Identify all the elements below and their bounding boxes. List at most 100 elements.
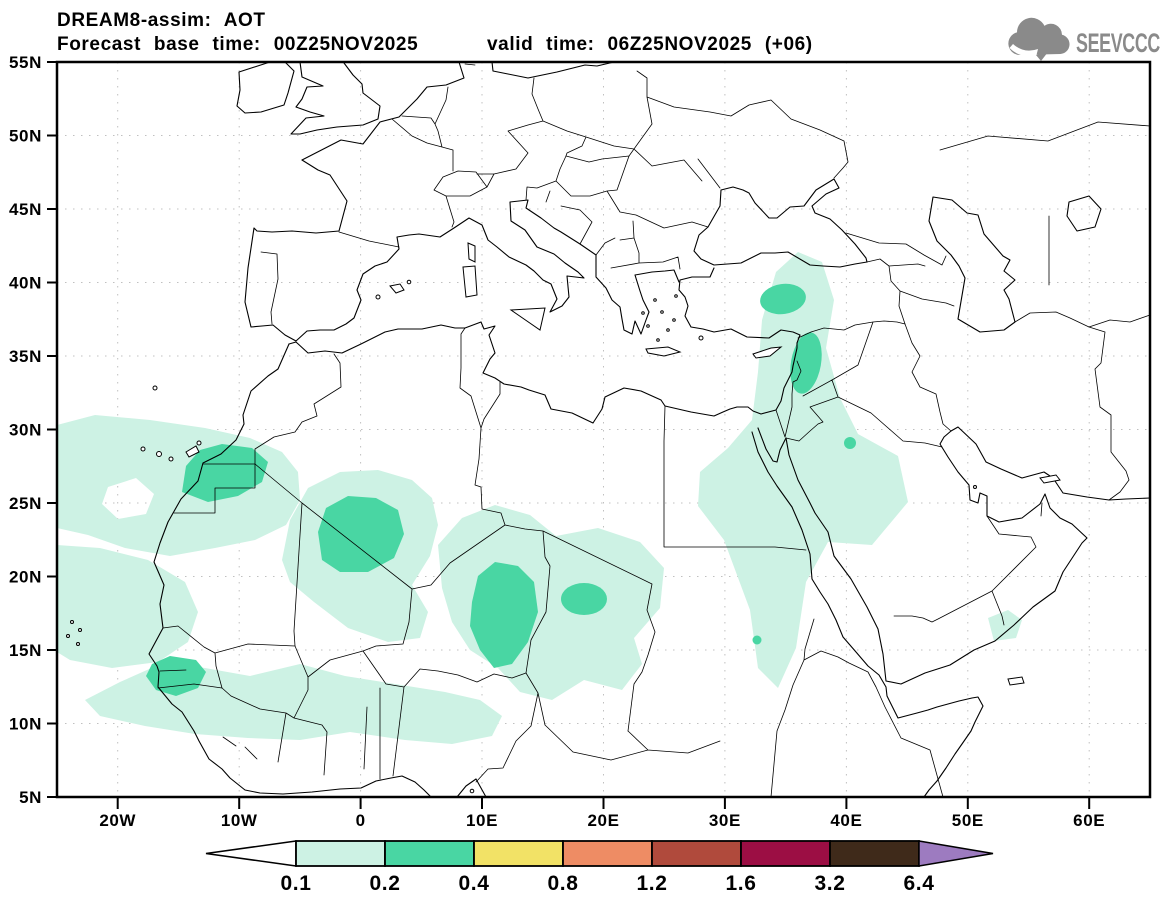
y-tick-label: 20N	[9, 568, 42, 587]
mallorca-island	[389, 283, 405, 294]
border-france-ne-benelux	[391, 63, 476, 172]
coastline-europe-main	[244, 159, 680, 342]
y-tick-label: 35N	[9, 347, 42, 366]
x-axis-labels: 20W 10W 0 10E 20E 30E 40E 50E 60E	[99, 811, 1105, 830]
coastline-africa-atlantic	[148, 343, 432, 798]
x-tick-label: 20E	[587, 811, 619, 830]
sardinia-island	[462, 265, 478, 298]
border-russia-kazakh-central-asia	[939, 121, 1151, 328]
x-tick-label: 20W	[99, 811, 136, 830]
madeira-island	[152, 385, 158, 391]
y-tick-label: 45N	[9, 200, 42, 219]
colorbar-segment-2	[384, 840, 475, 867]
colorbar-label: 0.4	[459, 872, 490, 895]
border-algeria-niger-libya-tunisia	[411, 327, 506, 590]
socotra-island	[1007, 676, 1025, 686]
aot-core-morocco	[182, 444, 268, 502]
seevccc-logo: SEEVCCC	[1008, 17, 1161, 61]
colorbar-label: 0.1	[281, 872, 312, 895]
aot-patch-levant-band	[698, 252, 908, 688]
border-levant-jordan-saudi	[775, 360, 943, 448]
aot-core-niger	[470, 562, 538, 668]
x-tick-label: 50E	[952, 811, 984, 830]
y-tick-label: 25N	[9, 494, 42, 513]
menorca-island	[406, 279, 412, 285]
aot-patch-atlantic-senegal	[57, 545, 198, 668]
canary-islands	[140, 440, 202, 462]
colorbar-legend: 0.1 0.2 0.4 0.8 1.2 1.6 3.2 6.4	[205, 840, 994, 895]
colorbar-segment-4	[562, 840, 653, 867]
coastline-turkey-levant	[678, 267, 801, 411]
x-tick-label: 40E	[830, 811, 862, 830]
aot-core-redsea-spot	[752, 635, 762, 645]
x-tick-label: 60E	[1073, 811, 1105, 830]
x-tick-label: 10E	[466, 811, 498, 830]
x-tick-label: 30E	[709, 811, 741, 830]
border-west-africa	[221, 588, 527, 780]
border-austria-hungary-balkans	[525, 155, 709, 270]
ibiza-island	[375, 294, 381, 300]
aot-core-chad	[561, 583, 607, 615]
x-tick-label: 0	[356, 811, 366, 830]
colorbar-right-arrow	[918, 840, 994, 867]
forecast-base-time-label: Forecast base time: 00Z25NOV2025	[57, 34, 418, 55]
border-western-sahara	[173, 463, 256, 514]
aegean-islands	[641, 294, 678, 342]
border-chad-cameroon-car	[475, 672, 721, 783]
border-caucasus	[845, 232, 955, 325]
border-france-italy-swiss	[433, 170, 495, 228]
sicily-island	[509, 307, 546, 331]
valid-time-label: valid time: 06Z25NOV2025 (+06)	[487, 34, 813, 55]
y-tick-label: 40N	[9, 274, 42, 293]
colorbar-label: 0.8	[548, 872, 579, 895]
x-tick-label: 10W	[221, 811, 258, 830]
y-tick-label: 30N	[9, 421, 42, 440]
y-axis-ticks	[47, 61, 57, 798]
y-axis-labels: 55N 50N 45N 40N 35N 30N 25N 20N 15N 10N …	[9, 53, 42, 807]
aot-core-saudi-spot	[844, 437, 856, 449]
x-axis-ticks	[116, 797, 1091, 809]
y-tick-label: 55N	[9, 53, 42, 72]
aot-patch-oman-coast	[988, 610, 1022, 641]
cloud-arrow-icon	[1009, 44, 1038, 57]
colorbar-labels: 0.1 0.2 0.4 0.8 1.2 1.6 3.2 6.4	[281, 872, 935, 895]
coastline-caspian-sea	[928, 196, 1016, 333]
corsica-island	[467, 242, 476, 263]
border-libya-chad-sudan-egypt	[504, 405, 807, 732]
coastline-baltic	[491, 61, 615, 79]
cloud-arrowhead-icon	[1036, 52, 1048, 61]
coastline-europe-north	[301, 61, 465, 161]
border-iberia	[260, 231, 400, 325]
aot-shading-level2	[146, 283, 856, 696]
colorbar-segment-5	[651, 840, 742, 867]
y-tick-label: 10N	[9, 715, 42, 734]
crete-island	[645, 346, 682, 357]
y-tick-label: 5N	[19, 788, 42, 807]
coastline-africa-mediterranean	[288, 321, 777, 424]
colorbar-segment-1	[295, 840, 386, 867]
rhodes-island	[698, 335, 704, 341]
colorbar-label: 3.2	[815, 872, 846, 895]
page-title: DREAM8-assim: AOT	[57, 10, 266, 31]
coastline-arabia	[785, 430, 1088, 685]
bahrain-island	[973, 485, 977, 489]
coastline-ireland	[236, 61, 295, 114]
coastline-cameroon	[456, 778, 487, 798]
colorbar-label: 6.4	[904, 872, 935, 895]
aot-core-turkey	[760, 283, 806, 315]
aot-core-mali	[318, 496, 404, 572]
border-iran-east	[1014, 311, 1130, 501]
border-poland-ukraine-russia	[633, 70, 849, 189]
colorbar-segment-3	[473, 840, 564, 867]
y-tick-label: 50N	[9, 127, 42, 146]
coastline-black-sea	[693, 178, 868, 268]
coastline-britain	[290, 61, 381, 135]
colorbar-segment-7	[829, 840, 920, 867]
border-germany-poland-czech-austria	[476, 77, 635, 175]
colorbar-label: 1.2	[637, 872, 668, 895]
cloud-icon	[1008, 17, 1070, 56]
border-turkey-syria-iraq-iran	[797, 320, 952, 432]
logo-text: SEEVCCC	[1076, 28, 1160, 58]
coastline-aral-sea	[1066, 195, 1102, 232]
